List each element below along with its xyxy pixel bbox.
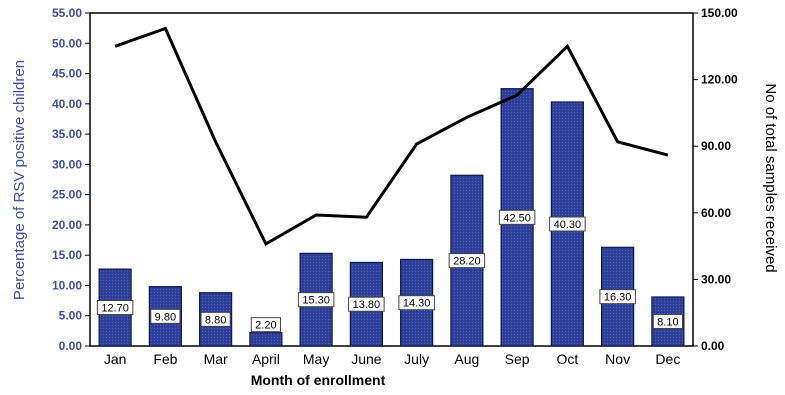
bar-label-sep: 42.50 (498, 209, 536, 225)
left-tick-label: 50.00 (52, 36, 82, 50)
bar-label-text: 14.30 (403, 298, 431, 310)
left-tick-label: 55.00 (52, 6, 82, 20)
bar-labels-layer: 12.70 9.80 8.80 2.20 15.30 13.80 14.30 28.20 42.… (96, 209, 683, 333)
bar-label-june: 13.80 (348, 296, 385, 312)
bar-label-text: 9.80 (155, 311, 176, 323)
x-tick-label: Mar (204, 351, 228, 367)
bar-label-text: 8.10 (657, 316, 678, 328)
bar-label-nov: 16.30 (599, 289, 636, 305)
x-tick-label: Feb (153, 351, 177, 367)
bar-label-text: 40.30 (554, 219, 582, 231)
x-tick-label: May (303, 351, 329, 367)
right-tick-label: 60.00 (701, 206, 731, 220)
bar-label-text: 12.70 (101, 303, 129, 315)
left-tick-label: 30.00 (52, 157, 82, 171)
x-tick-label: Nov (605, 351, 630, 367)
plot-frame (89, 12, 694, 347)
bar-label-text: 8.80 (205, 314, 226, 326)
bar-label-july: 14.30 (398, 295, 435, 311)
left-tick-label: 15.00 (52, 248, 82, 262)
x-tick-label: June (351, 351, 382, 367)
x-tick-label: April (252, 351, 280, 367)
left-tick-label: 45.00 (52, 67, 82, 81)
left-axis-ticks: 0.00 5.00 10.00 15.00 20.00 25.00 30.00 35.00 40… (52, 6, 90, 353)
bar-label-feb: 9.80 (150, 308, 181, 324)
y-axis-title-left: Percentage of RSV positive children (11, 60, 28, 300)
line-layer (114, 26, 669, 246)
samples-line (114, 26, 669, 246)
x-tick-label: Dec (655, 351, 680, 367)
x-tick-label: Sep (505, 351, 530, 367)
left-tick-label: 35.00 (52, 127, 82, 141)
bar-label-dec: 8.10 (652, 313, 683, 329)
x-tick-label: Oct (556, 351, 578, 367)
x-axis-ticks: Jan Feb Mar April May June July Aug Sep Oct Nov Dec (104, 351, 680, 367)
bar-label-april: 2.20 (250, 317, 281, 333)
bar-label-may: 15.30 (297, 292, 335, 308)
bar-label-text: 42.50 (503, 212, 531, 224)
bar-label-text: 28.20 (453, 256, 481, 268)
bar-label-text: 2.20 (255, 320, 276, 332)
left-tick-label: 10.00 (52, 278, 82, 292)
y-axis-title-right: No of total samples received (762, 83, 779, 272)
bar-label-jan: 12.70 (96, 300, 134, 316)
right-tick-label: 0.00 (701, 339, 725, 353)
x-axis-title: Month of enrollment (251, 372, 386, 388)
right-tick-label: 150.00 (701, 6, 738, 20)
x-tick-label: July (404, 351, 429, 367)
bar-label-text: 16.30 (604, 292, 632, 304)
bar-label-text: 13.80 (353, 299, 381, 311)
left-tick-label: 25.00 (52, 188, 82, 202)
bars-layer (98, 88, 685, 347)
left-tick-label: 0.00 (59, 339, 83, 353)
bar-label-aug: 28.20 (448, 253, 486, 269)
x-tick-label: Jan (104, 351, 127, 367)
x-tick-label: Aug (454, 351, 479, 367)
bar-label-mar: 8.80 (200, 311, 231, 327)
right-tick-label: 30.00 (701, 272, 731, 286)
left-tick-label: 20.00 (52, 218, 82, 232)
left-tick-label: 40.00 (52, 97, 82, 111)
bar-label-text: 15.30 (302, 295, 330, 307)
bar-april (249, 332, 283, 347)
right-tick-label: 120.00 (701, 73, 738, 87)
left-tick-label: 5.00 (59, 309, 83, 323)
right-tick-label: 90.00 (701, 139, 731, 153)
right-axis-ticks: 0.00 30.00 60.00 90.00 120.00 150.00 (693, 6, 738, 353)
bar-label-oct: 40.30 (549, 216, 586, 232)
